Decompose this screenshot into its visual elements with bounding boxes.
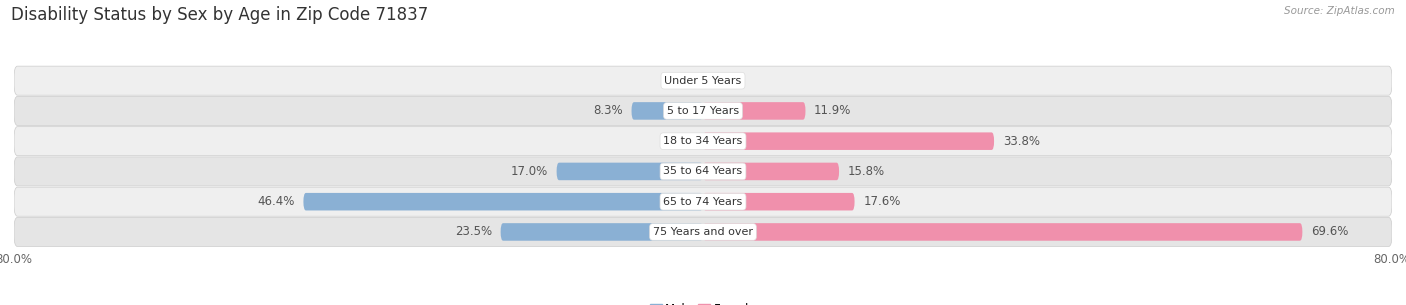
- Text: Source: ZipAtlas.com: Source: ZipAtlas.com: [1284, 6, 1395, 16]
- FancyBboxPatch shape: [557, 163, 703, 180]
- Text: 11.9%: 11.9%: [814, 104, 852, 117]
- Text: 0.0%: 0.0%: [711, 74, 741, 87]
- Text: 75 Years and over: 75 Years and over: [652, 227, 754, 237]
- FancyBboxPatch shape: [703, 102, 806, 120]
- FancyBboxPatch shape: [703, 193, 855, 210]
- Text: Under 5 Years: Under 5 Years: [665, 76, 741, 86]
- Text: 35 to 64 Years: 35 to 64 Years: [664, 167, 742, 176]
- FancyBboxPatch shape: [501, 223, 703, 241]
- FancyBboxPatch shape: [14, 127, 1392, 156]
- Text: 0.0%: 0.0%: [665, 135, 695, 148]
- Text: 15.8%: 15.8%: [848, 165, 884, 178]
- FancyBboxPatch shape: [14, 157, 1392, 186]
- Legend: Male, Female: Male, Female: [650, 303, 756, 305]
- Text: 65 to 74 Years: 65 to 74 Years: [664, 197, 742, 207]
- Text: 5 to 17 Years: 5 to 17 Years: [666, 106, 740, 116]
- FancyBboxPatch shape: [703, 223, 1302, 241]
- Text: 33.8%: 33.8%: [1002, 135, 1039, 148]
- FancyBboxPatch shape: [14, 217, 1392, 246]
- Text: 69.6%: 69.6%: [1310, 225, 1348, 239]
- Text: 17.0%: 17.0%: [510, 165, 548, 178]
- Text: 17.6%: 17.6%: [863, 195, 901, 208]
- Text: 23.5%: 23.5%: [456, 225, 492, 239]
- FancyBboxPatch shape: [14, 96, 1392, 125]
- FancyBboxPatch shape: [631, 102, 703, 120]
- FancyBboxPatch shape: [304, 193, 703, 210]
- Text: 0.0%: 0.0%: [665, 74, 695, 87]
- Text: Disability Status by Sex by Age in Zip Code 71837: Disability Status by Sex by Age in Zip C…: [11, 6, 429, 24]
- FancyBboxPatch shape: [703, 163, 839, 180]
- FancyBboxPatch shape: [14, 66, 1392, 95]
- FancyBboxPatch shape: [14, 187, 1392, 216]
- FancyBboxPatch shape: [703, 132, 994, 150]
- Text: 8.3%: 8.3%: [593, 104, 623, 117]
- Text: 46.4%: 46.4%: [257, 195, 295, 208]
- Text: 18 to 34 Years: 18 to 34 Years: [664, 136, 742, 146]
